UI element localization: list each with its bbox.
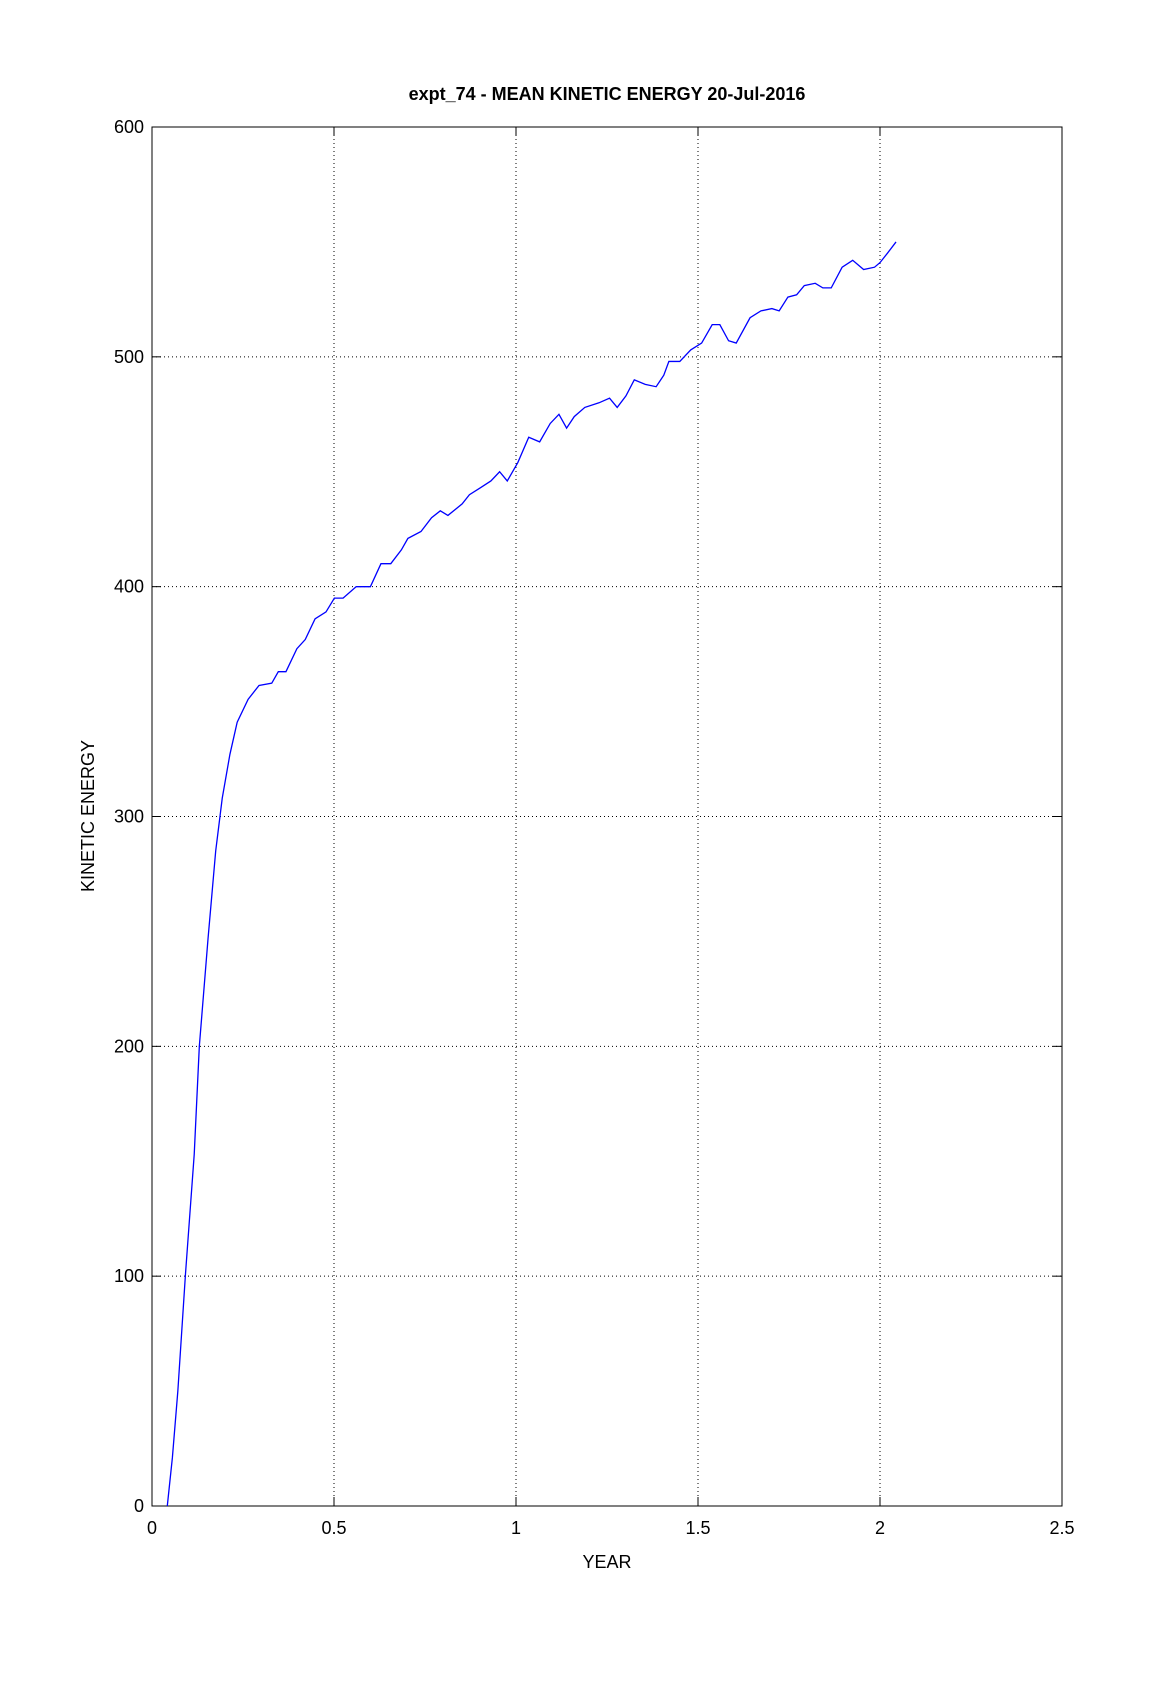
y-tick-label: 100 [114, 1266, 144, 1286]
y-tick-label: 600 [114, 117, 144, 137]
y-axis-label: KINETIC ENERGY [78, 740, 98, 892]
y-tick-label: 400 [114, 577, 144, 597]
data-line [166, 241, 897, 1507]
y-tick-label: 200 [114, 1036, 144, 1056]
x-axis-label: YEAR [582, 1552, 631, 1572]
chart-title: expt_74 - MEAN KINETIC ENERGY 20-Jul-201… [409, 84, 806, 104]
y-tick-label: 300 [114, 807, 144, 827]
x-tick-label: 2 [875, 1518, 885, 1538]
plot-frame [151, 126, 1063, 1507]
x-tick-label: 0.5 [321, 1518, 346, 1538]
x-tick-label: 1.5 [685, 1518, 710, 1538]
y-tick-label: 0 [134, 1496, 144, 1516]
x-tick-label: 1 [511, 1518, 521, 1538]
y-tick-label: 500 [114, 347, 144, 367]
x-tick-label: 2.5 [1049, 1518, 1074, 1538]
x-tick-label: 0 [147, 1518, 157, 1538]
